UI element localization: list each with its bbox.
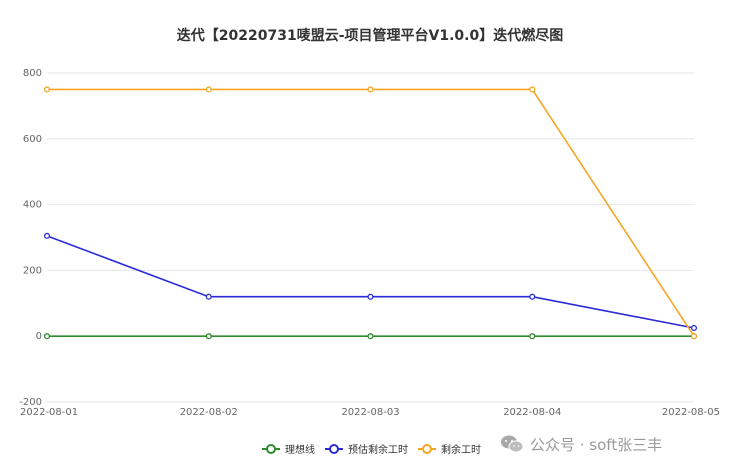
data-point (529, 293, 536, 300)
legend-label: 剩余工时 (441, 443, 481, 456)
data-point (529, 86, 536, 93)
data-point (205, 86, 212, 93)
x-axis: 2022-08-01 2022-08-02 2022-08-03 2022-08-04… (20, 407, 720, 418)
watermark: 公众号 · soft张三丰 (500, 432, 662, 456)
chart-title: 迭代【20220731唛盟云-项目管理平台V1.0.0】迭代燃尽图 (177, 27, 563, 44)
wechat-icon (501, 435, 524, 453)
data-point (205, 333, 212, 340)
y-tick-label: 0 (36, 331, 42, 342)
legend-item[interactable]: 预估剩余工时 (325, 443, 408, 456)
grid-lines (47, 72, 694, 403)
x-tick-label: 2022-08-02 (180, 407, 238, 418)
legend-label: 理想线 (285, 443, 315, 456)
legend-marker (266, 444, 276, 454)
data-point (367, 333, 374, 340)
legend-item[interactable]: 剩余工时 (418, 443, 481, 456)
series-line (46, 235, 695, 329)
series-lines (43, 86, 698, 340)
y-tick-label: 400 (23, 200, 42, 211)
legend-marker (329, 444, 339, 454)
data-point (205, 293, 212, 300)
legend[interactable]: 理想线 预估剩余工时 剩余工时 (262, 443, 481, 456)
data-point (367, 293, 374, 300)
data-point (529, 333, 536, 340)
y-axis: -200 0 200 400 600 800 (19, 68, 42, 408)
data-point (367, 86, 374, 93)
data-point (43, 86, 51, 93)
data-point (43, 232, 51, 239)
y-tick-label: 800 (23, 68, 42, 79)
x-tick-label: 2022-08-04 (503, 407, 561, 418)
x-tick-label: 2022-08-01 (20, 407, 78, 418)
watermark-text: 公众号 · soft张三丰 (530, 435, 663, 454)
y-tick-label: 200 (23, 265, 42, 276)
legend-marker (422, 444, 432, 454)
data-point (43, 333, 51, 340)
x-tick-label: 2022-08-03 (341, 407, 399, 418)
legend-item[interactable]: 理想线 (262, 443, 315, 456)
y-tick-label: 600 (23, 134, 42, 145)
data-point (690, 324, 698, 332)
legend-label: 预估剩余工时 (348, 443, 408, 456)
data-point (690, 333, 698, 340)
y-tick-label: -200 (19, 397, 42, 408)
x-tick-label: 2022-08-05 (662, 407, 720, 418)
